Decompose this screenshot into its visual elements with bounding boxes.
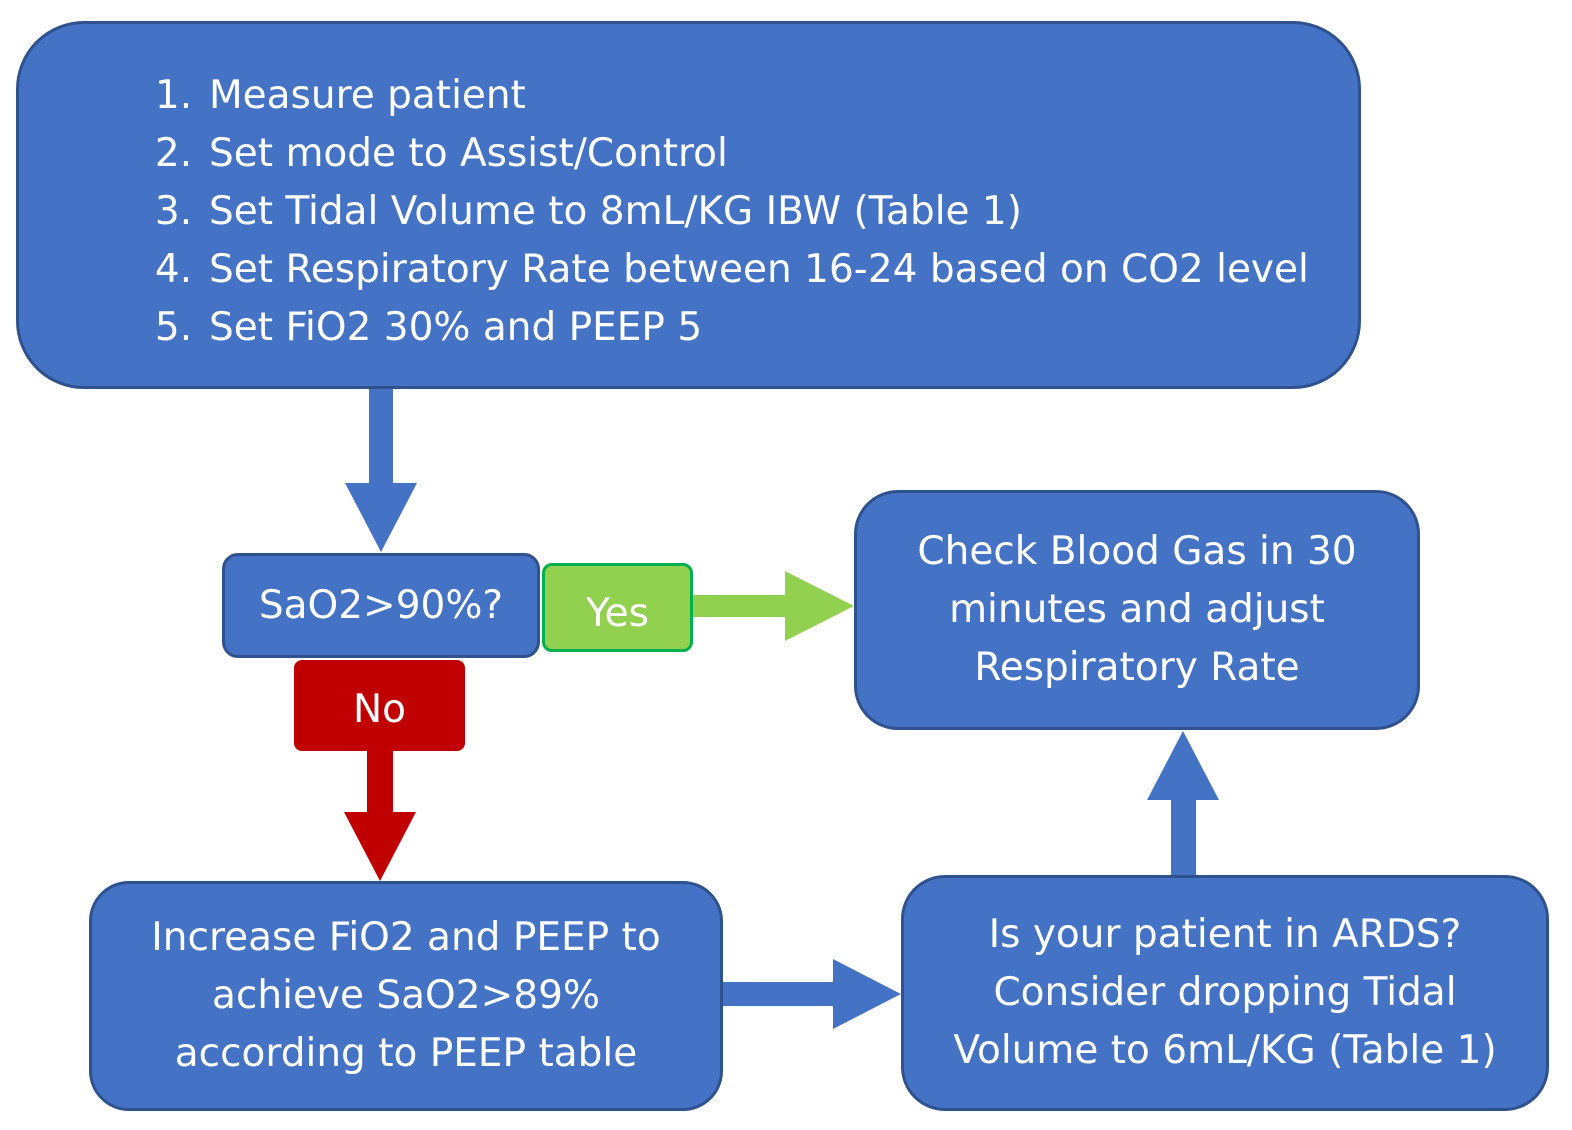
- step-item: 5. Set FiO2 30% and PEEP 5: [154, 305, 703, 350]
- step-item: 4. Set Respiratory Rate between 16-24 bas…: [154, 247, 1309, 292]
- step-item: 1. Measure patient: [154, 73, 526, 118]
- arrow-yes-to-check: [693, 571, 854, 641]
- arrow-ards-to-check: [1147, 731, 1219, 875]
- check-blood-gas-box: Check Blood Gas in 30 minutes and adjust…: [854, 490, 1420, 730]
- sao2-decision-box: SaO2>90%?: [222, 553, 540, 658]
- setup-steps-list: 1. Measure patient 2. Set mode to Assist/C…: [19, 24, 1309, 357]
- setup-steps-box: 1. Measure patient 2. Set mode to Assist/C…: [16, 21, 1361, 389]
- arrow-increase-to-ards: [723, 959, 901, 1029]
- ards-consideration-text: Is your patient in ARDS? Consider droppi…: [953, 912, 1497, 1073]
- ards-consideration-box: Is your patient in ARDS? Consider droppi…: [901, 875, 1549, 1111]
- no-label: No: [352, 687, 407, 732]
- no-label-box: No: [294, 660, 465, 751]
- increase-fio2-peep-box: Increase FiO2 and PEEP to achieve SaO2>8…: [89, 881, 723, 1111]
- yes-label-box: Yes: [542, 563, 693, 652]
- step-item: 2. Set mode to Assist/Control: [154, 131, 728, 176]
- increase-fio2-peep-text: Increase FiO2 and PEEP to achieve SaO2>8…: [151, 915, 661, 1076]
- arrow-no-to-increase: [344, 750, 416, 881]
- decision-label: SaO2>90%?: [258, 583, 504, 628]
- arrow-steps-to-decision: [345, 389, 417, 552]
- yes-label: Yes: [586, 591, 649, 636]
- check-blood-gas-text: Check Blood Gas in 30 minutes and adjust…: [917, 529, 1357, 690]
- step-item: 3. Set Tidal Volume to 8mL/KG IBW (Table …: [154, 189, 1022, 234]
